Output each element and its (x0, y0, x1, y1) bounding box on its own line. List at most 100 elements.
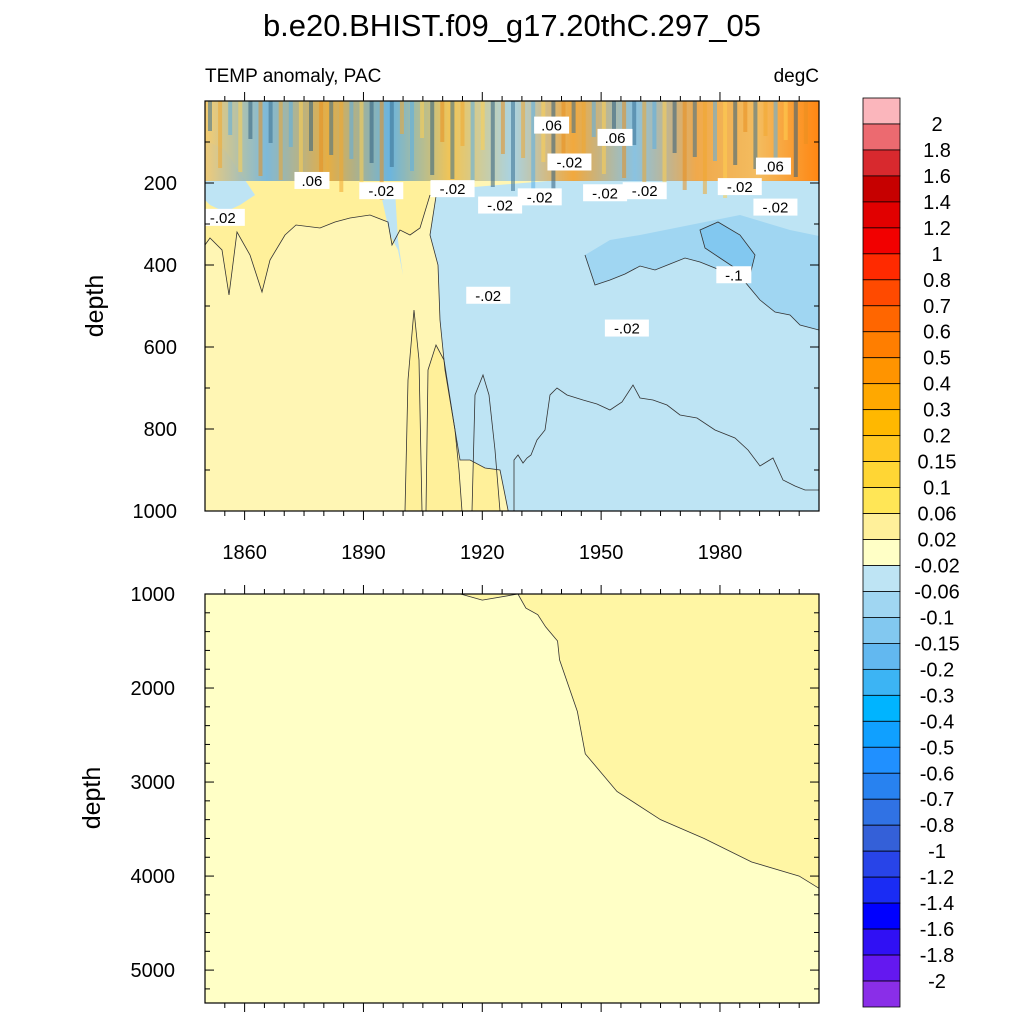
colorbar-label: -1.6 (920, 919, 954, 941)
contour-label: -.02 (359, 182, 404, 200)
surface-streak (591, 101, 596, 137)
contour-label: .06 (534, 116, 570, 135)
colorbar-swatch (862, 123, 901, 151)
contour-label: -.02 (622, 182, 667, 200)
colorbar-label: -1.4 (920, 893, 954, 915)
contour-label-text: -.02 (557, 155, 583, 172)
contour-label-text: .06 (605, 130, 626, 147)
contour-label-box (430, 180, 475, 198)
surface-streak (399, 101, 404, 134)
surface-streak (571, 101, 576, 133)
colorbar-swatch (862, 720, 901, 748)
surface-streak (339, 101, 344, 192)
contour-label: .06 (755, 157, 791, 176)
units-string: degC (774, 66, 819, 87)
colorbar-label: -0.8 (920, 815, 954, 837)
surface-streak (753, 101, 758, 169)
colorbar-label: 0.8 (923, 270, 951, 292)
colorbar-swatch (862, 97, 901, 125)
colorbar-label: 1.8 (923, 140, 951, 162)
contour-line-west (205, 194, 431, 296)
bottom-contour-fills (205, 594, 819, 1003)
contour-label: -.02 (753, 198, 798, 217)
surface-streak (672, 101, 677, 153)
contour-label-text: -.02 (210, 210, 236, 227)
colorbar-label: -0.5 (920, 737, 954, 759)
surface-streak (743, 101, 748, 132)
top-y-tick-label: 1000 (133, 501, 178, 523)
surface-streak (733, 101, 738, 165)
contour-label-box (294, 171, 330, 189)
contour-line-0.06-streak-c (471, 373, 501, 511)
contour-label-text: -.02 (762, 200, 788, 217)
fill-region-0.06-streak-a (405, 310, 422, 511)
colorbar-swatch (862, 617, 901, 644)
colorbar-label: 2 (931, 114, 942, 136)
bottom-y-tick-label: 2000 (131, 678, 176, 700)
top-axes: 200 400 600 800 1000 1860 1890 1920 1950 1980 (133, 92, 819, 564)
colorbar-swatch (862, 539, 901, 566)
surface-streak (369, 101, 374, 163)
top-y-axis-label: depth (81, 275, 109, 338)
contour-lines (205, 189, 819, 511)
top-x-tick-label: 1950 (579, 542, 624, 564)
top-y-tick-label: 600 (144, 337, 177, 359)
colorbar-label: 0.6 (923, 322, 951, 344)
colorbar-label: 0.4 (923, 374, 951, 396)
contour-label-text: -.02 (475, 288, 501, 305)
colorbar-swatch (862, 980, 901, 1008)
surface-streak (349, 101, 354, 159)
fill-region-negative-mid (585, 215, 819, 330)
surface-streak (763, 101, 768, 136)
surface-streak (389, 101, 394, 167)
colorbar: 2 1.8 1.6 1.4 1.2 1 0.8 0.7 0.6 0.5 0.4 0.3 0.2 0.15 0… (862, 97, 960, 1008)
contour-label-text: -.02 (592, 185, 618, 202)
colorbar-swatch (862, 513, 901, 540)
colorbar-label: -0.6 (920, 763, 954, 785)
contour-label: -.02 (604, 319, 649, 338)
top-y-tick-label: 800 (144, 419, 177, 441)
contour-line-0.06-lower (513, 384, 819, 511)
contour-label-text: -.02 (487, 198, 513, 215)
colorbar-swatch (862, 435, 901, 462)
contour-label: .06 (597, 128, 633, 147)
contour-label-box (478, 196, 523, 214)
surface-streak (480, 101, 485, 150)
surface-streak (218, 101, 223, 168)
colorbar-label: -0.2 (920, 659, 954, 681)
contour-label: -.02 (430, 180, 475, 198)
top-y-tick-label: 200 (144, 173, 177, 195)
contour-label: -.02 (547, 153, 592, 172)
colorbar-swatch (862, 487, 901, 514)
colorbar-swatch (862, 565, 901, 592)
colorbar-swatch (862, 227, 901, 255)
contour-label: -.02 (200, 208, 245, 227)
fill-region-negative-deep (700, 222, 755, 275)
surface-streak (803, 101, 808, 144)
top-x-tick-label: 1980 (698, 542, 743, 564)
colorbar-label: 0.2 (923, 426, 951, 448)
contour-label-box (604, 319, 649, 337)
contour-label-box (517, 188, 562, 206)
contour-label-box (755, 157, 791, 175)
top-panel: .06.06-.02.06.06-.02 -.02-.02-.02 -.02 -.02… (81, 92, 820, 564)
surface-streak (692, 101, 697, 157)
surface-streak (702, 101, 707, 194)
surface-streak (450, 101, 455, 179)
colorbar-swatch (862, 409, 901, 437)
surface-streak (632, 101, 637, 145)
surface-streak (379, 101, 384, 200)
surface-streak (430, 101, 435, 175)
surface-streak (551, 101, 556, 199)
colorbar-swatch (862, 798, 901, 826)
surface-streak (713, 101, 717, 161)
contour-label-text: -.1 (725, 267, 743, 284)
colorbar-swatch (862, 668, 901, 696)
contour-label-box (583, 184, 628, 202)
surface-streak (642, 101, 647, 182)
contour-label-box (466, 286, 511, 304)
colorbar-swatch (862, 253, 901, 281)
colorbar-label: 0.1 (923, 478, 951, 500)
colorbar-swatch (862, 643, 901, 670)
colorbar-label: 0.06 (918, 504, 957, 526)
